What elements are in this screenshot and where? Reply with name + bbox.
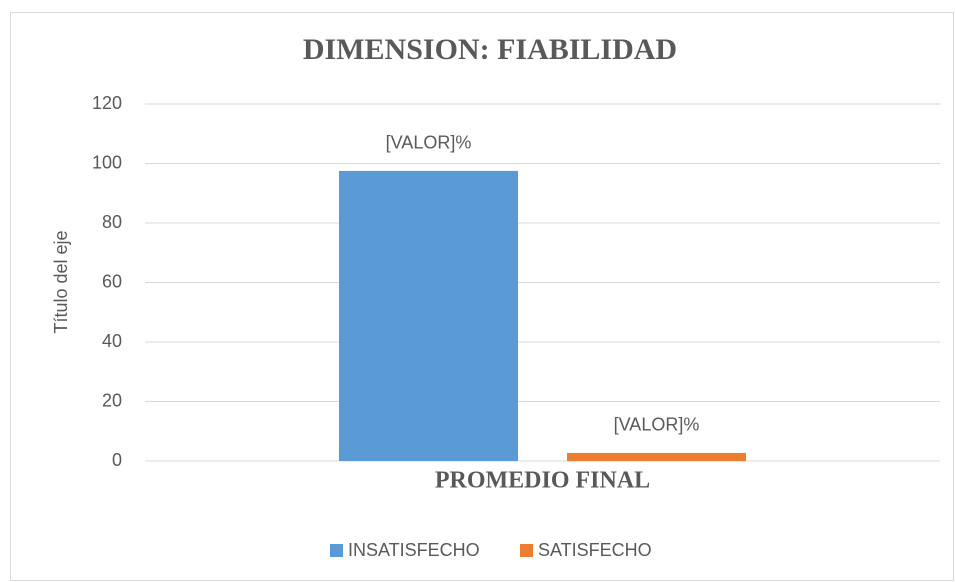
y-tick-label: 80 <box>102 212 122 232</box>
y-tick-label: 120 <box>92 93 122 113</box>
bar <box>567 452 746 461</box>
chart-title: DIMENSION: FIABILIDAD <box>303 33 677 66</box>
data-label: [VALOR]% <box>614 415 700 435</box>
y-tick-label: 60 <box>102 271 122 291</box>
y-tick-label: 0 <box>112 450 122 470</box>
legend-label: INSATISFECHO <box>348 540 480 560</box>
legend-label: SATISFECHO <box>538 540 652 560</box>
y-axis-title: Título del eje <box>51 230 71 333</box>
y-tick-label: 40 <box>102 331 122 351</box>
legend-swatch <box>330 544 343 557</box>
bar <box>339 170 518 461</box>
y-tick-label: 20 <box>102 390 122 410</box>
y-tick-label: 100 <box>92 152 122 172</box>
x-tick-label: PROMEDIO FINAL <box>435 468 650 494</box>
data-label: [VALOR]% <box>386 133 472 153</box>
legend-swatch <box>520 544 533 557</box>
